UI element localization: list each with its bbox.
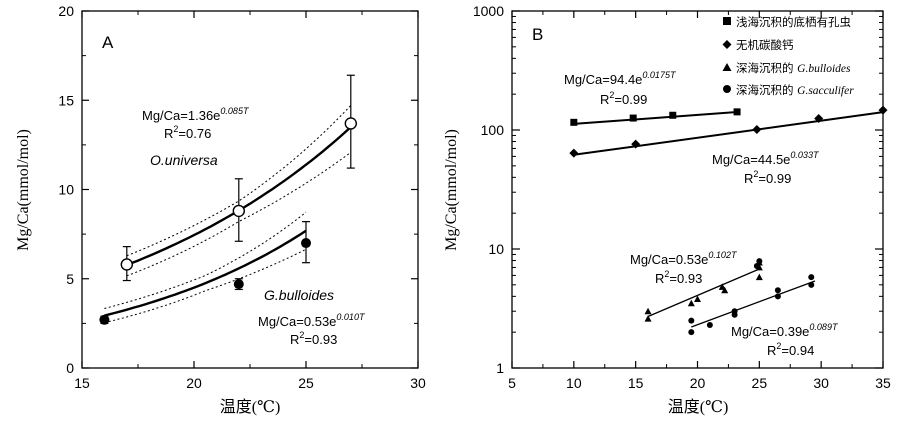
legend-item-sacculifer: 深海沉积的 G.sacculifer [736,83,854,97]
data-point-circle [756,258,763,265]
panel-a: 15 20 25 30 0 5 10 15 20 A Mg/Ca(mmol/mol) 温度(℃)… [15,3,426,416]
panel-b-x-axis-title: 温度(℃) [668,398,729,416]
panel-a-bands [104,105,352,324]
y-tick-label-a: 20 [58,3,74,19]
panel-a-bulloides-r2: R2=0.93 [290,330,337,347]
data-point-circle [688,329,695,336]
panel-b-benthic-r2: R2=0.99 [600,90,647,107]
panel-b-sacculifer-equation: Mg/Ca=0.39e0.089T [731,322,839,339]
panel-a-y-axis-title: Mg/Ca(mmol/mol) [15,129,32,251]
panel-b-legend: 浅海沉积的底栖有孔虫 无机碳酸钙 深海沉积的 G.bulloides 深海沉积的… [722,15,854,97]
panel-a-x-axis-title: 温度(℃) [220,398,281,416]
panel-a-universa-label: O.universa [150,152,218,168]
panel-a-axes: 15 20 25 30 0 5 10 15 20 [58,3,426,391]
panel-b-bulloides-equation: Mg/Ca=0.53e0.102T [630,250,738,267]
data-point-diamond [631,139,641,149]
y-tick-label-a: 0 [66,360,74,376]
data-point-circle [808,274,815,281]
data-point-square [733,108,741,116]
data-point-diamond [814,113,824,123]
data-point-square [629,114,637,122]
data-point-square [669,111,677,119]
legend-diamond-marker [722,40,732,49]
data-point-diamond [878,105,888,115]
regression-line [573,111,884,156]
data-point-open-circle [344,117,357,130]
data-point-triangle [644,315,652,322]
panel-a-bulloides-label: G.bulloides [264,287,334,303]
panel-a-universa-r2: R2=0.76 [164,124,211,141]
y-tick-label-b: 1000 [473,3,504,19]
panel-b-fit-lines [573,110,884,328]
panel-b-inorganic-equation: Mg/Ca=44.5e0.033T [712,150,820,167]
panel-a-bulloides-equation: Mg/Ca=0.53e0.010T [258,312,366,329]
regression-line [691,280,816,328]
panel-b-y-axis-title: Mg/Ca(mmol/mol) [443,129,460,251]
data-point-circle [774,287,781,294]
x-tick-label-b: 15 [628,375,644,391]
x-tick-label-b: 10 [566,375,582,391]
legend-circle-marker [723,85,731,93]
data-point-open-circle [120,258,134,271]
panel-a-frame [81,10,419,369]
data-point-circle [753,262,760,269]
confidence-band-upper [126,105,352,257]
y-tick-label-b: 100 [481,122,505,138]
y-tick-label-a: 15 [58,92,74,108]
x-tick-label-a: 20 [186,375,202,391]
data-point-triangle [721,286,729,294]
panel-b-label: B [532,25,543,44]
data-point-triangle [694,295,701,303]
x-tick-label-b: 35 [875,375,891,391]
x-tick-label-a: 30 [410,375,426,391]
panel-b-benthic-equation: Mg/Ca=94.4e0.0175T [564,70,677,87]
data-point-filled-circle [233,279,244,290]
panel-a-label: A [102,33,114,52]
data-point-triangle [755,273,763,281]
x-tick-label-b: 5 [508,375,516,391]
panel-b: 5 10 15 20 25 30 35 1 10 100 1000 B Mg/Ca(mmol/mol… [443,3,891,416]
x-tick-label-a: 25 [298,375,314,391]
panel-a-points [99,74,357,325]
y-tick-label-b: 10 [488,241,504,257]
data-point-filled-circle [99,314,110,325]
data-point-diamond [752,124,762,134]
y-tick-label-a: 5 [66,271,74,287]
data-point-circle [688,317,695,324]
data-point-open-circle [232,204,246,218]
regression-line [573,110,738,125]
data-point-circle [706,321,713,328]
y-tick-label-b: 1 [496,360,504,376]
panel-b-sacculifer-r2: R2=0.94 [767,341,814,358]
panel-b-axes: 5 10 15 20 25 30 35 1 10 100 1000 [473,3,891,391]
x-tick-label-b: 25 [752,375,768,391]
data-point-circle [731,308,738,315]
y-tick-label-a: 10 [58,182,74,198]
data-point-triangle [687,299,695,307]
regression-line [647,268,760,318]
panel-b-bulloides-r2: R2=0.93 [655,269,702,286]
fit-curve [104,229,307,317]
legend-item-benthic: 浅海沉积的底栖有孔虫 [736,15,851,29]
data-point-square [570,118,578,126]
data-point-circle [808,281,815,288]
legend-triangle-marker [722,63,732,71]
legend-square-marker [723,17,731,25]
data-point-triangle [644,307,652,315]
panel-b-points [569,105,888,336]
data-point-circle [774,293,781,300]
x-tick-label-b: 30 [813,375,829,391]
x-tick-label-a: 15 [74,375,90,391]
confidence-band-lower [104,248,307,324]
data-point-filled-circle [301,238,311,249]
panel-b-inorganic-r2: R2=0.99 [744,169,791,186]
data-point-diamond [569,148,579,158]
legend-item-bulloides: 深海沉积的 G.bulloides [736,61,851,75]
legend-item-inorganic: 无机碳酸钙 [736,38,794,52]
x-tick-label-b: 20 [690,375,706,391]
panel-a-universa-equation: Mg/Ca=1.36e0.085T [142,106,250,123]
